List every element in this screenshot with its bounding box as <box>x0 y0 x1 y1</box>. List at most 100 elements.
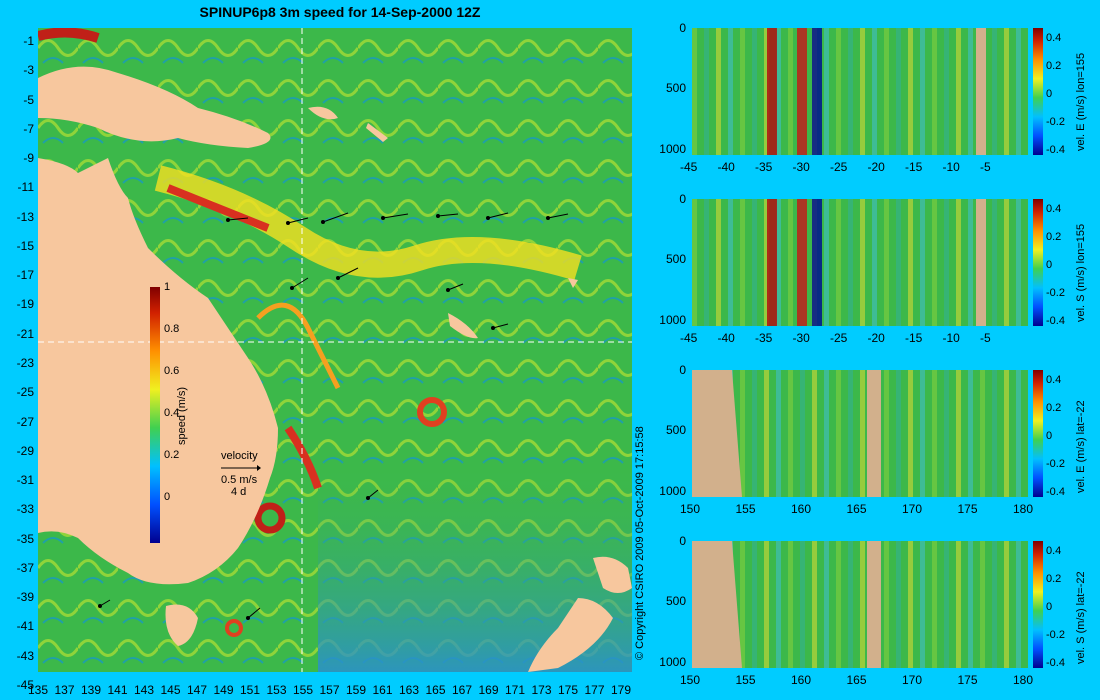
lat-tick-label: -23 <box>16 355 34 370</box>
velocity-legend-period: 4 d <box>231 486 247 498</box>
section-y-tick: 1000 <box>659 312 686 327</box>
lat-tick-label: -1 <box>23 34 34 48</box>
section-colorbar-tick: 0.2 <box>1046 60 1062 72</box>
section-x-tick: 165 <box>846 502 867 516</box>
lat-tick-label: -29 <box>16 443 34 458</box>
lat-tick-label: -17 <box>16 268 34 283</box>
section-colorbar-tick: 0.2 <box>1046 231 1062 243</box>
lon-tick-label: 173 <box>531 683 552 697</box>
lat-tick-label: -15 <box>16 238 34 253</box>
current-north <box>38 28 100 43</box>
lon-tick-label: 149 <box>213 683 234 697</box>
velocity-legend-title: velocity <box>221 450 258 462</box>
section-x-tick: -30 <box>792 160 810 174</box>
lon-tick-label: 143 <box>133 683 155 697</box>
lon-tick-label: 141 <box>107 683 128 697</box>
section-colorbar-tick: -0.4 <box>1046 144 1065 156</box>
lon-tick-label: 169 <box>478 683 499 697</box>
section-colorbar-tick: 0.4 <box>1046 545 1062 557</box>
lon-tick-label: 151 <box>239 683 261 697</box>
lon-tick-label: 135 <box>27 683 49 697</box>
section-title: vel. E (m/s) lat=-22 <box>1075 400 1087 493</box>
lat-tick-label: -33 <box>16 502 34 517</box>
section-x-tick: 165 <box>846 673 867 687</box>
section-x-tick: -25 <box>830 331 848 345</box>
lon-tick-label: 157 <box>319 683 340 697</box>
lat-tick-label: -11 <box>17 180 34 195</box>
section-y-tick: 0 <box>679 21 686 35</box>
lat-tick-label: -21 <box>16 326 34 341</box>
section-y-tick: 1000 <box>659 654 686 669</box>
section-x-tick: 180 <box>1013 502 1034 516</box>
section-colorbar-tick: 0.2 <box>1046 573 1062 585</box>
section-y-tick: 0 <box>679 363 686 377</box>
section-x-tick: -40 <box>717 160 735 174</box>
lat-tick-label: -43 <box>16 648 34 663</box>
speed-colorbar-tick: 1 <box>164 281 171 293</box>
lon-tick-label: 167 <box>451 683 473 697</box>
current-band-yellow <box>154 165 582 281</box>
lon-tick-label: 165 <box>425 683 446 697</box>
lat-tick-label: -31 <box>16 473 34 488</box>
section-plot-p1 <box>692 28 1028 155</box>
eddy-1 <box>254 502 286 534</box>
section-colorbar-tick: -0.4 <box>1046 315 1065 327</box>
lon-tick-label: 161 <box>372 683 393 697</box>
land-fiji <box>568 278 578 288</box>
section-colorbar-tick: 0.2 <box>1046 402 1062 414</box>
section-x-tick: 150 <box>680 673 701 687</box>
section-x-tick: -40 <box>717 331 735 345</box>
section-plot-p3 <box>692 370 1028 497</box>
map-title: SPINUP6p8 3m speed for 14-Sep-2000 12Z <box>199 4 481 20</box>
east-aus-current <box>284 425 322 490</box>
speed-colorbar-title: speed (m/s) <box>176 386 188 445</box>
section-colorbar <box>1033 541 1043 668</box>
section-x-tick: -20 <box>867 160 885 174</box>
land-new-britain <box>308 106 338 120</box>
lon-tick-label: 159 <box>345 683 367 697</box>
section-colorbar-tick: -0.2 <box>1046 116 1065 128</box>
copyright-note: © Copyright CSIRO 2009 05-Oct-2009 17:15… <box>634 426 646 660</box>
velocity-legend-arrow <box>221 465 261 471</box>
lat-tick-label: -45 <box>16 677 34 692</box>
land-solomons <box>366 123 388 142</box>
lat-tick-label: -39 <box>16 590 34 605</box>
lon-tick-label: 179 <box>610 683 632 697</box>
section-plot-p2 <box>692 199 1028 326</box>
section-x-tick: 160 <box>791 502 812 516</box>
section-colorbar-tick: 0 <box>1046 259 1053 271</box>
land-nz-south <box>528 598 613 672</box>
section-x-tick: -45 <box>680 331 698 345</box>
section-x-tick: 180 <box>1013 673 1034 687</box>
section-title: vel. S (m/s) lon=155 <box>1075 223 1087 322</box>
section-colorbar-tick: -0.2 <box>1046 458 1065 470</box>
section-x-tick: -30 <box>792 331 810 345</box>
speed-colorbar-tick: 0 <box>164 491 171 503</box>
section-x-tick: -15 <box>905 331 923 345</box>
eddy-2 <box>417 397 447 427</box>
section-x-tick: 155 <box>735 673 756 687</box>
section-x-tick: -45 <box>680 160 698 174</box>
lat-tick-label: -37 <box>16 560 34 575</box>
speed-colorbar-tick: 0.6 <box>164 365 180 377</box>
section-plot-p4 <box>692 541 1028 668</box>
section-colorbar-tick: 0.4 <box>1046 32 1062 44</box>
land-new-caledonia <box>448 313 478 339</box>
section-colorbar-tick: -0.2 <box>1046 287 1065 299</box>
speed-colorbar-tick: 0.8 <box>164 323 180 335</box>
section-colorbar <box>1033 199 1043 326</box>
lon-tick-label: 177 <box>584 683 605 697</box>
lon-tick-label: 137 <box>54 683 75 697</box>
eddy-3 <box>225 619 243 637</box>
section-colorbar-tick: 0.4 <box>1046 203 1062 215</box>
land-png <box>38 66 271 148</box>
section-y-tick: 500 <box>665 594 686 609</box>
section-x-tick: 160 <box>791 673 812 687</box>
lat-tick-label: -13 <box>16 209 34 224</box>
lon-tick-label: 147 <box>186 683 208 697</box>
section-x-tick: 170 <box>902 673 923 687</box>
section-x-tick: 175 <box>957 502 978 516</box>
section-x-tick: -20 <box>867 331 885 345</box>
section-y-tick: 500 <box>665 423 686 438</box>
section-y-tick: 500 <box>665 81 686 96</box>
